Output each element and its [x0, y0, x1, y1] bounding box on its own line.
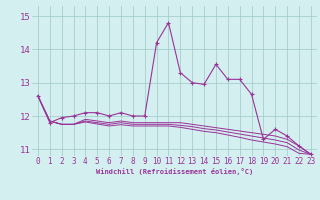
X-axis label: Windchill (Refroidissement éolien,°C): Windchill (Refroidissement éolien,°C): [96, 168, 253, 175]
